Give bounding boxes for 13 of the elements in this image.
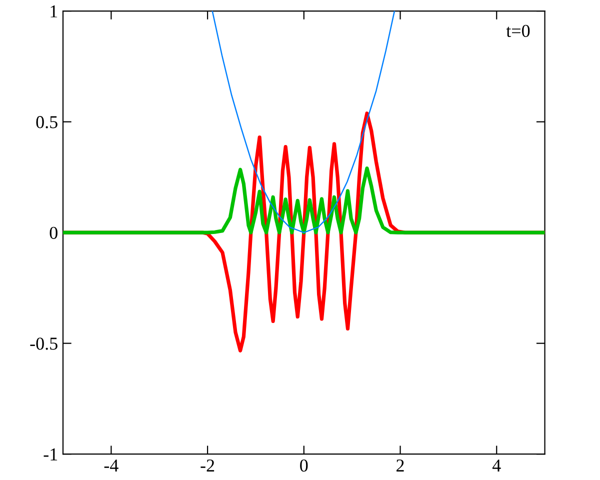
y-tick-label: -0.5 bbox=[30, 338, 58, 350]
x-tick-label: -2 bbox=[200, 460, 214, 472]
x-tick-label: -4 bbox=[104, 460, 118, 472]
y-tick-label: 0.5 bbox=[36, 116, 58, 128]
line-series bbox=[63, 166, 545, 234]
annotation: t=0 bbox=[506, 24, 530, 38]
x-tick-label: 2 bbox=[396, 460, 404, 472]
x-tick-label: 0 bbox=[300, 459, 308, 472]
line-series bbox=[212, 11, 396, 234]
y-tick-label: 0 bbox=[50, 226, 58, 239]
y-tick-label: 1 bbox=[50, 5, 58, 18]
x-tick-label: 4 bbox=[492, 460, 501, 472]
y-tick-label: -1 bbox=[44, 448, 58, 460]
